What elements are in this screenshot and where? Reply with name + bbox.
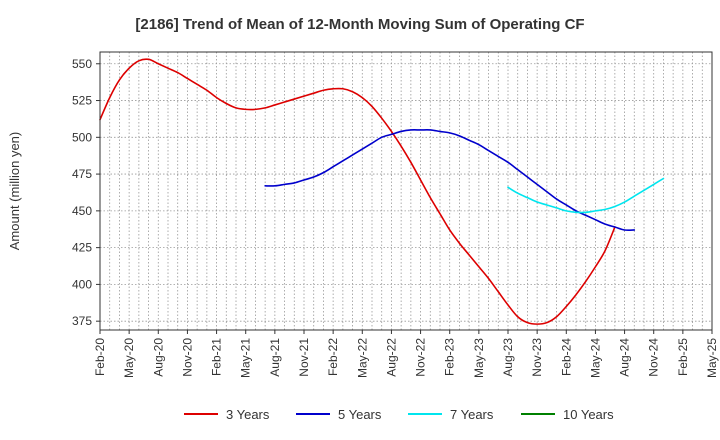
x-tick-label: Aug-22 [384,338,398,377]
y-tick-label: 375 [72,314,92,328]
x-tick-label: May-24 [588,338,602,378]
legend: 3 Years 5 Years 7 Years 10 Years [184,407,614,422]
plot-frame [99,51,713,331]
x-tick-label: Feb-22 [326,338,340,376]
x-tick-label: Feb-20 [93,338,107,376]
x-tick-label: Aug-20 [151,338,165,377]
x-tick-label: May-22 [355,338,369,378]
x-tick-label: Nov-22 [414,338,428,377]
y-tick-label: 500 [72,130,92,144]
series-line-3-years [99,58,616,325]
chart-title: [2186] Trend of Mean of 12-Month Moving … [135,16,584,33]
x-tick-label: Nov-24 [647,338,661,377]
legend-label-5-years: 5 Years [338,407,382,422]
y-axis-label: Amount (million yen) [7,132,22,251]
y-tick-label: 450 [72,204,92,218]
x-tick-label: Nov-23 [530,338,544,377]
x-tick-label: May-23 [472,338,486,378]
x-tick-label: Feb-23 [443,338,457,376]
x-tick-label: Nov-21 [297,338,311,377]
legend-label-10-years: 10 Years [563,407,614,422]
x-tick-label: Feb-21 [210,338,224,376]
y-tick-label: 400 [72,277,92,291]
x-tick-label: May-25 [705,338,719,378]
series-line-7-years [507,177,665,214]
y-tick-label: 425 [72,241,92,255]
x-axis-ticks: Feb-20 May-20 Aug-20 Nov-20 Feb-21 May-21 Aug-… [93,330,719,378]
x-tick-label: Feb-25 [676,338,690,376]
y-axis-ticks: 375 400 425 450 475 500 525 550 [72,57,100,328]
y-tick-label: 475 [72,167,92,181]
series-line-5-years [264,129,636,231]
series-lines [99,58,665,325]
legend-label-3-years: 3 Years [226,407,270,422]
y-tick-label: 525 [72,94,92,108]
y-tick-label: 550 [72,57,92,71]
x-tick-label: Aug-23 [501,338,515,377]
x-tick-label: May-21 [239,338,253,378]
legend-label-7-years: 7 Years [450,407,494,422]
x-tick-label: Aug-21 [268,338,282,377]
x-tick-label: Aug-24 [618,338,632,377]
x-tick-label: May-20 [122,338,136,378]
x-tick-label: Feb-24 [559,338,573,376]
grid [99,52,713,330]
x-tick-label: Nov-20 [180,338,194,377]
